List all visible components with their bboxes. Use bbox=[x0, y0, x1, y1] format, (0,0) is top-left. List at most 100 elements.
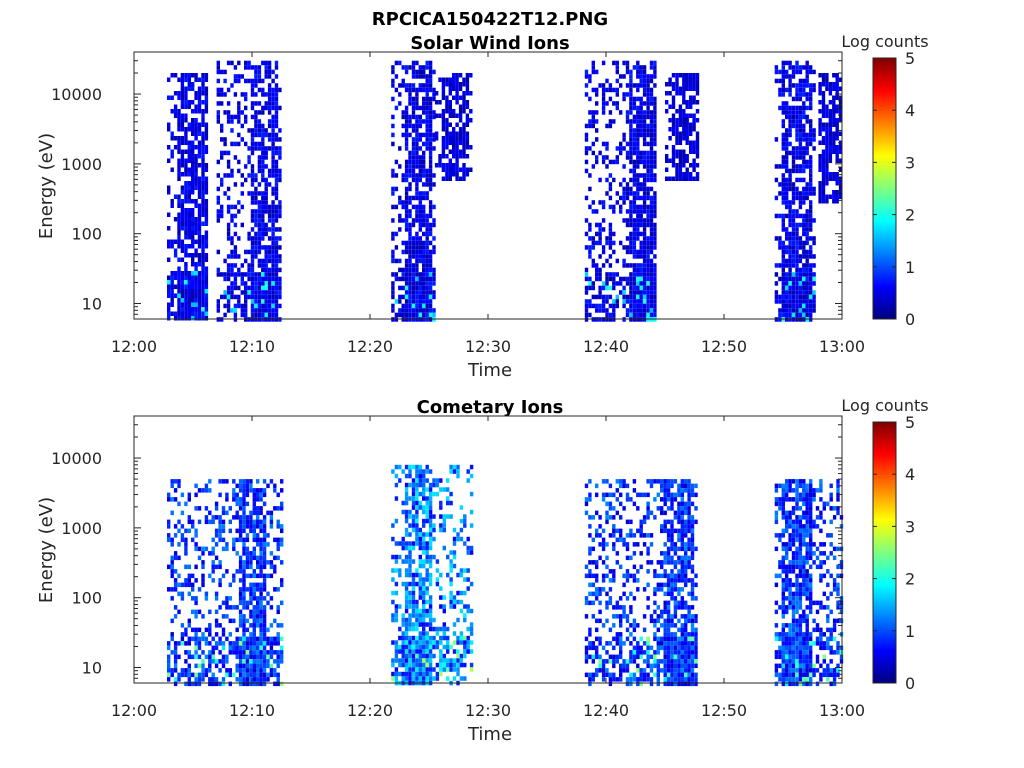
heatmap-cell bbox=[232, 488, 236, 493]
heatmap-cell bbox=[619, 515, 623, 520]
heatmap-cell bbox=[448, 149, 452, 154]
heatmap-cell bbox=[167, 284, 171, 289]
heatmap-cell bbox=[653, 267, 657, 273]
heatmap-cell bbox=[625, 92, 630, 97]
heatmap-cell bbox=[632, 159, 637, 165]
heatmap-cell bbox=[249, 609, 253, 615]
heatmap-cell bbox=[204, 95, 209, 100]
heatmap-cell bbox=[802, 285, 806, 291]
heatmap-cell bbox=[249, 641, 253, 646]
heatmap-cell bbox=[391, 308, 395, 313]
heatmap-cell bbox=[438, 100, 442, 105]
heatmap-cell bbox=[404, 464, 409, 470]
heatmap-cell bbox=[422, 209, 426, 214]
heatmap-cell bbox=[404, 159, 409, 165]
heatmap-cell bbox=[422, 132, 426, 138]
heatmap-cell bbox=[788, 308, 792, 313]
heatmap-cell bbox=[425, 496, 429, 501]
heatmap-cell bbox=[226, 267, 231, 273]
heatmap-cell bbox=[187, 641, 191, 646]
heatmap-cell bbox=[221, 506, 226, 511]
heatmap-cell bbox=[240, 173, 244, 178]
heatmap-cell bbox=[218, 492, 222, 498]
heatmap-cell bbox=[625, 141, 630, 147]
heatmap-cell bbox=[584, 267, 589, 273]
heatmap-cell bbox=[781, 182, 785, 187]
heatmap-cell bbox=[625, 659, 630, 664]
heatmap-cell bbox=[273, 636, 277, 642]
heatmap-cell bbox=[649, 267, 654, 273]
heatmap-cell bbox=[197, 149, 202, 154]
heatmap-cell bbox=[191, 172, 195, 177]
heatmap-cell bbox=[425, 649, 429, 654]
heatmap-cell bbox=[211, 636, 215, 642]
heatmap-cell bbox=[685, 127, 689, 132]
heatmap-cell bbox=[187, 217, 191, 222]
heatmap-cell bbox=[262, 519, 267, 525]
heatmap-cell bbox=[252, 654, 256, 660]
heatmap-cell bbox=[187, 311, 191, 316]
heatmap-cell bbox=[435, 568, 440, 573]
heatmap-cell bbox=[411, 195, 416, 201]
heatmap-cell bbox=[446, 640, 450, 645]
heatmap-cell bbox=[262, 479, 267, 484]
heatmap-cell bbox=[818, 185, 822, 190]
heatmap-cell bbox=[425, 500, 429, 506]
heatmap-cell bbox=[805, 114, 809, 120]
heatmap-cell bbox=[466, 478, 470, 483]
heatmap-cell bbox=[809, 177, 813, 183]
heatmap-cell bbox=[608, 195, 613, 201]
heatmap-cell bbox=[280, 650, 284, 655]
heatmap-cell bbox=[428, 281, 433, 286]
heatmap-cell bbox=[452, 113, 456, 118]
heatmap-cell bbox=[584, 614, 589, 619]
heatmap-cell bbox=[821, 181, 826, 186]
heatmap-cell bbox=[605, 236, 609, 241]
heatmap-cell bbox=[632, 177, 637, 183]
heatmap-cell bbox=[425, 464, 429, 470]
heatmap-cell bbox=[448, 172, 452, 177]
heatmap-cell bbox=[798, 78, 803, 84]
heatmap-cell bbox=[204, 221, 209, 226]
heatmap-cell bbox=[232, 497, 236, 502]
heatmap-cell bbox=[262, 650, 267, 655]
heatmap-cell bbox=[216, 303, 220, 309]
heatmap-cell bbox=[642, 299, 647, 304]
heatmap-cell bbox=[422, 581, 426, 587]
heatmap-cell bbox=[671, 163, 676, 168]
heatmap-cell bbox=[649, 101, 654, 106]
heatmap-cell bbox=[428, 653, 433, 659]
heatmap-cell bbox=[180, 127, 185, 132]
heatmap-cell bbox=[267, 74, 272, 79]
heatmap-cell bbox=[244, 65, 248, 70]
heatmap-cell bbox=[216, 267, 220, 273]
heatmap-cell bbox=[177, 302, 181, 307]
heatmap-cell bbox=[276, 654, 280, 660]
heatmap-cell bbox=[180, 149, 185, 154]
heatmap-cell bbox=[245, 533, 250, 538]
heatmap-cell bbox=[422, 87, 426, 93]
heatmap-cell bbox=[795, 114, 799, 120]
heatmap-cell bbox=[646, 641, 650, 646]
heatmap-cell bbox=[785, 128, 789, 133]
heatmap-cell bbox=[588, 78, 592, 84]
heatmap-cell bbox=[187, 86, 191, 91]
heatmap-cell bbox=[821, 136, 826, 141]
heatmap-cell bbox=[167, 190, 171, 195]
heatmap-cell bbox=[184, 208, 188, 213]
heatmap-cell bbox=[271, 281, 275, 286]
heatmap-cell bbox=[271, 267, 275, 273]
heatmap-cell bbox=[605, 281, 609, 286]
heatmap-cell bbox=[391, 173, 395, 178]
heatmap-cell bbox=[785, 281, 789, 286]
heatmap-cell bbox=[269, 524, 274, 529]
heatmap-cell bbox=[187, 100, 191, 105]
heatmap-cell bbox=[809, 222, 813, 228]
heatmap-cell bbox=[678, 176, 683, 181]
heatmap-cell bbox=[204, 239, 209, 244]
heatmap-cell bbox=[601, 308, 606, 313]
heatmap-cell bbox=[394, 649, 399, 654]
heatmap-cell bbox=[267, 249, 272, 255]
heatmap-cell bbox=[184, 284, 188, 289]
heatmap-cell bbox=[197, 555, 202, 561]
